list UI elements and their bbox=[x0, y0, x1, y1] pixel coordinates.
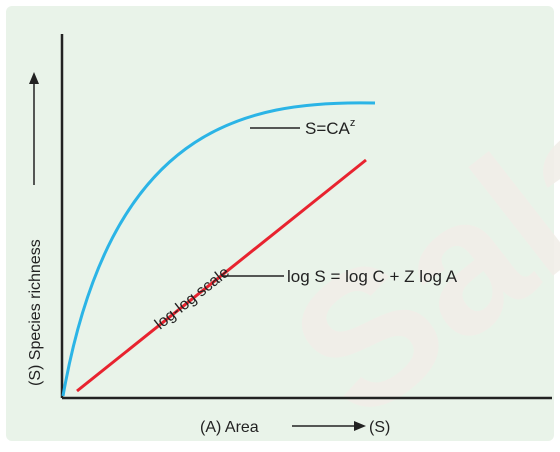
curve-equation-label: S=CAz bbox=[305, 117, 355, 138]
line-equation-label: log S = log C + Z log A bbox=[287, 267, 458, 286]
x-axis-label-arrow bbox=[292, 421, 366, 431]
x-axis-end-label: (S) bbox=[369, 419, 390, 436]
y-axis-label: (S) Species richness bbox=[27, 239, 44, 386]
curve-equation-base: S=CA bbox=[305, 119, 351, 138]
y-axis-label-arrow bbox=[29, 72, 39, 185]
curve-equation-exponent: z bbox=[350, 117, 356, 129]
log-log-line bbox=[76, 158, 367, 393]
diagram-background bbox=[6, 6, 554, 441]
species-area-curve bbox=[61, 101, 376, 397]
x-axis-label: (A) Area bbox=[200, 419, 259, 436]
